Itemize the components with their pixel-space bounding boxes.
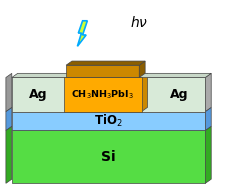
Bar [12, 112, 205, 130]
Text: Ag: Ag [170, 88, 189, 101]
Polygon shape [6, 126, 12, 183]
Text: Ag: Ag [29, 88, 47, 101]
Text: TiO$_2$: TiO$_2$ [94, 113, 123, 129]
Polygon shape [6, 107, 12, 130]
Polygon shape [205, 73, 211, 112]
Polygon shape [142, 73, 148, 112]
Text: Si: Si [101, 150, 116, 164]
Polygon shape [66, 61, 145, 65]
Text: h$\nu$: h$\nu$ [130, 15, 148, 30]
Polygon shape [139, 61, 145, 77]
Bar [64, 77, 142, 112]
Text: CH$_3$NH$_3$PbI$_3$: CH$_3$NH$_3$PbI$_3$ [71, 88, 134, 101]
Polygon shape [12, 73, 211, 77]
Polygon shape [205, 126, 211, 183]
Polygon shape [205, 107, 211, 130]
Polygon shape [6, 73, 12, 112]
Bar [12, 130, 205, 183]
Bar [12, 77, 205, 112]
Polygon shape [77, 21, 87, 46]
Bar [66, 65, 139, 77]
